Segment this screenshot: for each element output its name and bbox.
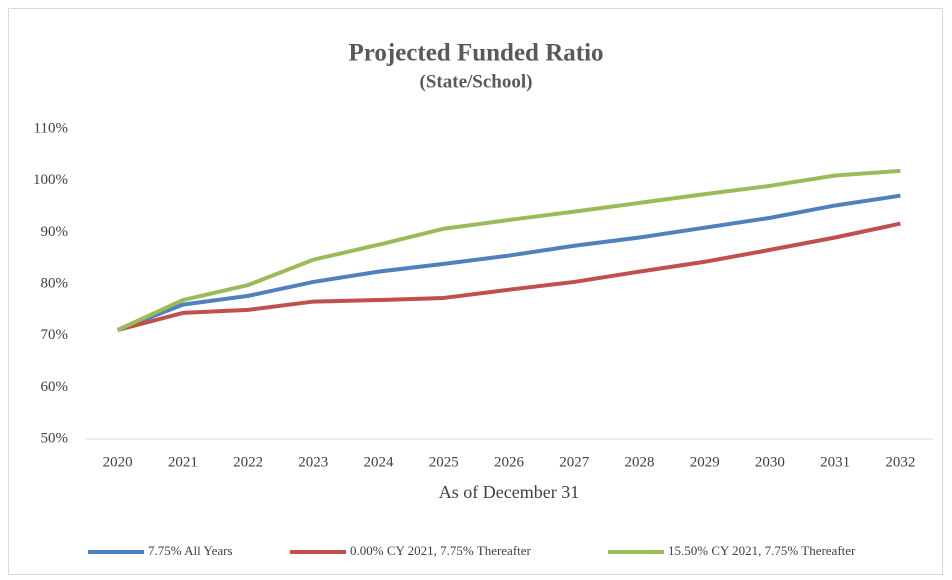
x-tick-label: 2026 (494, 454, 525, 470)
x-tick-label: 2021 (168, 454, 198, 470)
series-line (116, 193, 901, 332)
x-tick-label: 2029 (690, 454, 720, 470)
y-tick-label: 90% (41, 224, 69, 240)
chart-subtitle: (State/School) (420, 71, 533, 92)
x-tick-label: 2025 (429, 454, 459, 470)
y-tick-label: 70% (41, 327, 69, 343)
x-tick-label: 2031 (820, 454, 850, 470)
x-tick-label: 2027 (559, 454, 590, 470)
y-tick-label: 110% (34, 120, 68, 136)
x-axis-label: As of December 31 (439, 482, 579, 502)
y-tick-label: 60% (41, 379, 69, 395)
x-tick-label: 2020 (103, 454, 133, 470)
x-tick-label: 2024 (364, 454, 395, 470)
legend-label: 7.75% All Years (148, 543, 233, 558)
chart-title: Projected Funded Ratio (348, 40, 603, 67)
series-line (117, 221, 901, 332)
x-tick-label: 2028 (624, 454, 654, 470)
y-tick-label: 50% (41, 430, 69, 446)
legend-label: 0.00% CY 2021, 7.75% Thereafter (350, 543, 532, 558)
y-tick-label: 100% (33, 172, 68, 188)
x-tick-label: 2032 (885, 454, 915, 470)
y-tick-label: 80% (41, 275, 69, 291)
series-line (116, 168, 901, 332)
legend-label: 15.50% CY 2021, 7.75% Thereafter (668, 543, 856, 558)
x-tick-label: 2022 (233, 454, 263, 470)
x-tick-label: 2030 (755, 454, 785, 470)
x-tick-label: 2023 (298, 454, 328, 470)
chart-border (8, 8, 943, 575)
